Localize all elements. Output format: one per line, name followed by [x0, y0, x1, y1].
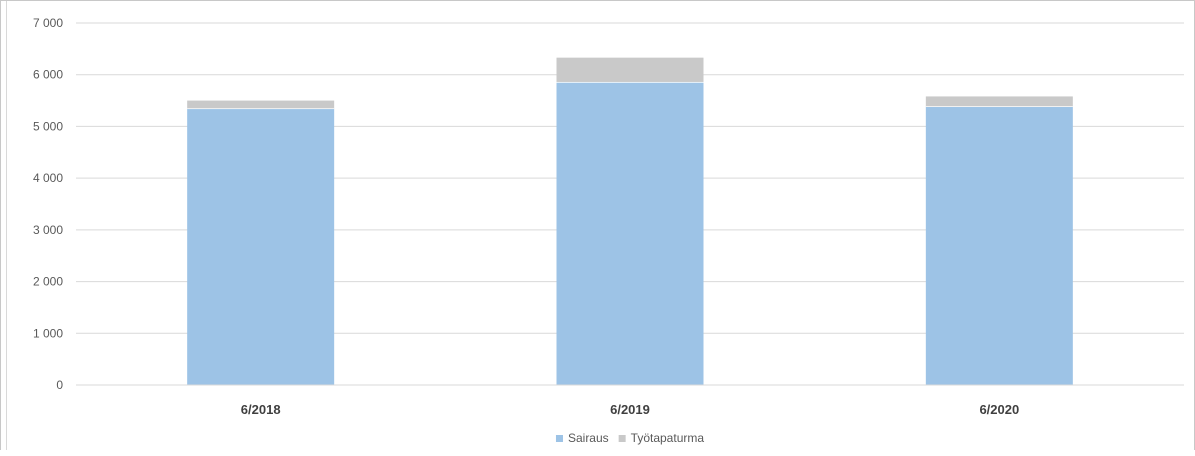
bars — [187, 57, 1073, 385]
y-tick-label-3000: 3 000 — [33, 223, 63, 237]
y-tick-label-6000: 6 000 — [33, 68, 63, 82]
x-axis-tick-labels: 6/2018 6/2019 6/2020 — [241, 402, 1019, 417]
legend-label-sairaus: Sairaus — [568, 431, 609, 445]
legend-swatch-sairaus — [555, 435, 563, 442]
bar-sairaus-6-2020 — [925, 106, 1073, 385]
x-tick-label-6-2019: 6/2019 — [610, 402, 650, 417]
legend-swatch-tyotapaturma — [618, 435, 626, 442]
x-tick-label-6-2020: 6/2020 — [979, 402, 1019, 417]
y-tick-label-4000: 4 000 — [33, 171, 63, 185]
y-tick-label-2000: 2 000 — [33, 275, 63, 289]
bar-sairaus-6-2019 — [556, 81, 704, 385]
y-tick-label-0: 0 — [56, 378, 63, 392]
bar-tyotapaturma-6-2019 — [556, 57, 704, 82]
legend-label-tyotapaturma: Työtapaturma — [631, 431, 705, 445]
y-axis-tick-labels: 0 1 000 2 000 3 000 4 000 5 000 6 000 7 000 — [33, 16, 63, 392]
bar-sairaus-6-2018 — [187, 108, 335, 385]
y-tick-label-7000: 7 000 — [33, 16, 63, 30]
bar-tyotapaturma-6-2018 — [187, 100, 335, 109]
y-tick-label-5000: 5 000 — [33, 119, 63, 133]
bar-tyotapaturma-6-2020 — [925, 96, 1073, 107]
bar-segment-separator — [187, 107, 335, 110]
legend: Sairaus Työtapaturma — [555, 431, 705, 445]
y-tick-label-1000: 1 000 — [33, 326, 63, 340]
x-tick-label-6-2018: 6/2018 — [241, 402, 281, 417]
